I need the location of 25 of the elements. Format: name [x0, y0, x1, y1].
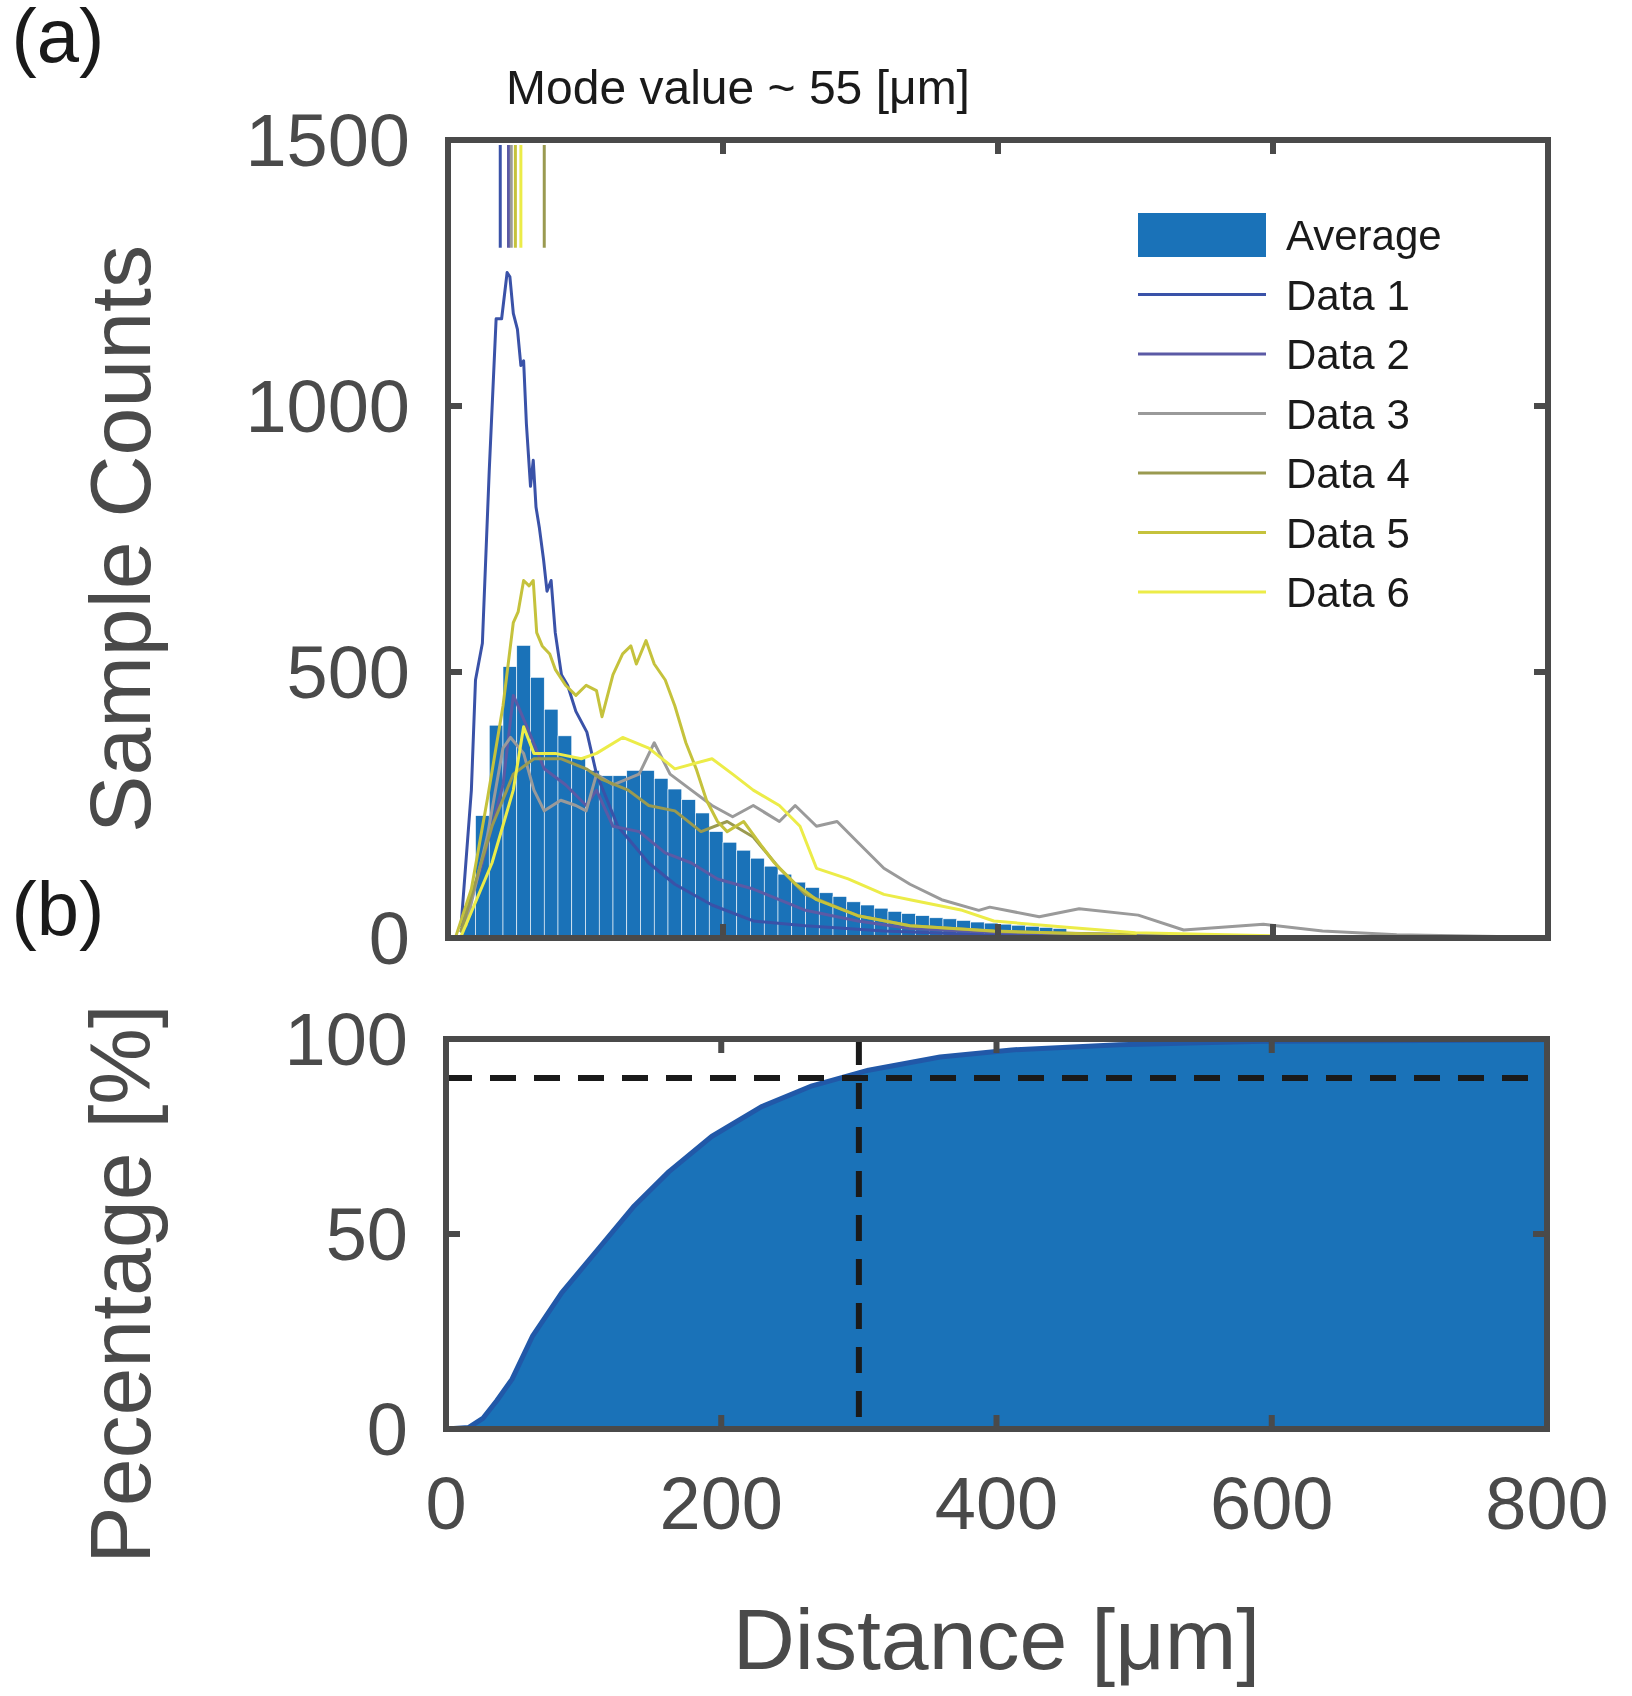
y-tick-label: 0 — [368, 897, 410, 980]
legend-label: Data 5 — [1286, 509, 1410, 557]
x-axis-title: Distance [μm] — [732, 1591, 1261, 1687]
x-tick-label: 200 — [659, 1462, 783, 1545]
y-tick-label: 50 — [325, 1193, 408, 1276]
y-axis-title: Pecentage [%] — [72, 1004, 168, 1564]
legend-label: Average — [1286, 212, 1442, 259]
y-tick-label: 500 — [286, 631, 410, 714]
y-tick-label: 1000 — [245, 365, 410, 448]
legend-label: Data 4 — [1286, 450, 1410, 497]
x-tick-label: 0 — [425, 1462, 467, 1545]
text: (a) — [11, 0, 105, 78]
y-tick-label: 100 — [284, 998, 408, 1081]
legend-label: Data 3 — [1286, 390, 1410, 438]
y-tick-label: 1500 — [245, 99, 410, 182]
x-tick-label: 600 — [1210, 1462, 1334, 1545]
text: (b) — [11, 866, 105, 951]
y-axis-title: Sample Counts — [72, 245, 168, 833]
x-tick-label: 800 — [1485, 1462, 1609, 1545]
y-tick-label: 0 — [366, 1388, 408, 1471]
legend-label: Data 1 — [1286, 271, 1410, 319]
legend-label: Data 6 — [1286, 569, 1410, 616]
legend-label: Data 2 — [1286, 331, 1410, 378]
chart-title: Mode value ~ 55 [μm] — [506, 61, 970, 114]
x-tick-label: 400 — [934, 1462, 1059, 1545]
